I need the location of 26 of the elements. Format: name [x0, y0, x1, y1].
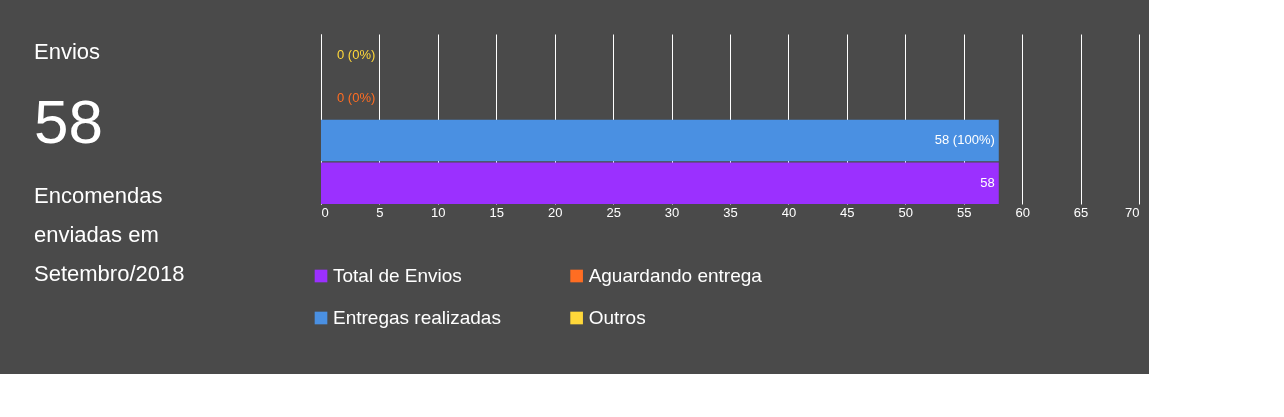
x-tick-label: 50: [898, 204, 914, 220]
x-tick-label: 0: [321, 204, 329, 220]
x-tick-label: 5: [376, 204, 384, 220]
x-tick-label: 15: [489, 204, 505, 220]
x-tick-label: 70: [1125, 204, 1140, 220]
x-tick-label: 20: [547, 204, 563, 220]
x-tick-label: 65: [1073, 204, 1089, 220]
text: 58: [34, 87, 103, 156]
x-tick-label: 25: [606, 204, 621, 220]
x-tick-label: 60: [1015, 204, 1030, 220]
legend-label: Total de Envios: [333, 265, 462, 286]
data-label: 58: [980, 175, 995, 191]
x-tick-label: 40: [781, 204, 797, 220]
legend-label: Entregas realizadas: [333, 307, 501, 328]
legend-label: Aguardando entrega: [588, 265, 763, 286]
x-tick-label: 35: [723, 204, 738, 220]
x-tick-label: 30: [664, 204, 680, 220]
x-tick-label: 10: [431, 204, 446, 220]
text: Encomendas enviadas em Setembro/2018: [34, 183, 185, 286]
legend-label: Outros: [588, 307, 646, 328]
x-tick-label: 45: [840, 204, 855, 220]
data-label: 58 (100%): [934, 132, 995, 148]
x-tick-label: 55: [956, 204, 972, 220]
data-label: 0 (0%): [337, 89, 376, 105]
data-label: 0 (0%): [337, 46, 376, 62]
text: Envios: [34, 39, 101, 64]
